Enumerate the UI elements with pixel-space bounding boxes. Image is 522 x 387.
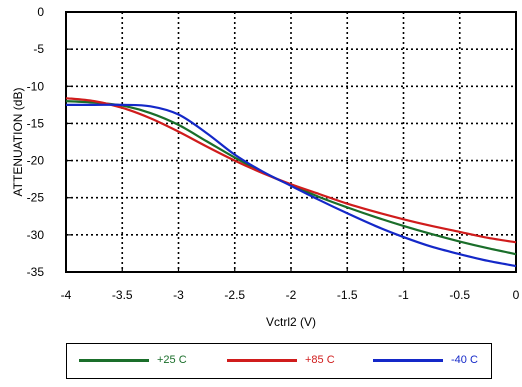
grid-lines: [65, 11, 517, 273]
x-tick-label: -4: [61, 288, 72, 302]
x-tick-label: -3: [173, 288, 184, 302]
y-axis-label: ATTENUATION (dB): [11, 88, 25, 197]
y-tick-label: -15: [27, 116, 45, 130]
x-tick-label: -2: [286, 288, 297, 302]
legend-swatch-minus40c: [373, 358, 443, 362]
legend-item-25c: +25 C: [79, 354, 187, 366]
x-tick-labels: -4 -3.5 -3 -2.5 -2 -1.5 -1 -0.5 0: [61, 288, 520, 302]
plot-frame: [65, 11, 517, 273]
legend-label-85c: +85 C: [305, 354, 335, 366]
y-tick-labels: 0 -5 -10 -15 -20 -25 -30 -35: [27, 5, 45, 279]
y-tick-label: -30: [27, 228, 45, 242]
x-tick-label: -0.5: [449, 288, 470, 302]
y-tick-label: -25: [27, 191, 45, 205]
legend: +25 C +85 C -40 C: [66, 343, 492, 379]
y-tick-label: -20: [27, 154, 45, 168]
legend-swatch-25c: [79, 358, 149, 362]
y-tick-label: 0: [37, 5, 44, 19]
legend-label-25c: +25 C: [157, 354, 187, 366]
x-tick-label: -1: [398, 288, 409, 302]
legend-item-minus40c: -40 C: [373, 354, 478, 366]
legend-label-minus40c: -40 C: [451, 354, 478, 366]
y-tick-label: -35: [27, 265, 45, 279]
x-tick-label: -2.5: [224, 288, 245, 302]
series-lines: [65, 97, 517, 268]
series-line-1: [65, 97, 517, 244]
x-axis-label: Vctrl2 (V): [266, 315, 316, 329]
y-tick-label: -10: [27, 79, 45, 93]
y-tick-label: -5: [33, 42, 44, 56]
legend-item-85c: +85 C: [227, 354, 335, 366]
x-tick-label: -3.5: [112, 288, 133, 302]
series-line-2: [66, 103, 517, 268]
x-tick-label: -1.5: [337, 288, 358, 302]
legend-swatch-85c: [227, 358, 297, 362]
attenuation-chart: -4 -3.5 -3 -2.5 -2 -1.5 -1 -0.5 0 0 -5 -10 -15 -20 -2…: [11, 5, 520, 329]
x-tick-label: 0: [513, 288, 520, 302]
